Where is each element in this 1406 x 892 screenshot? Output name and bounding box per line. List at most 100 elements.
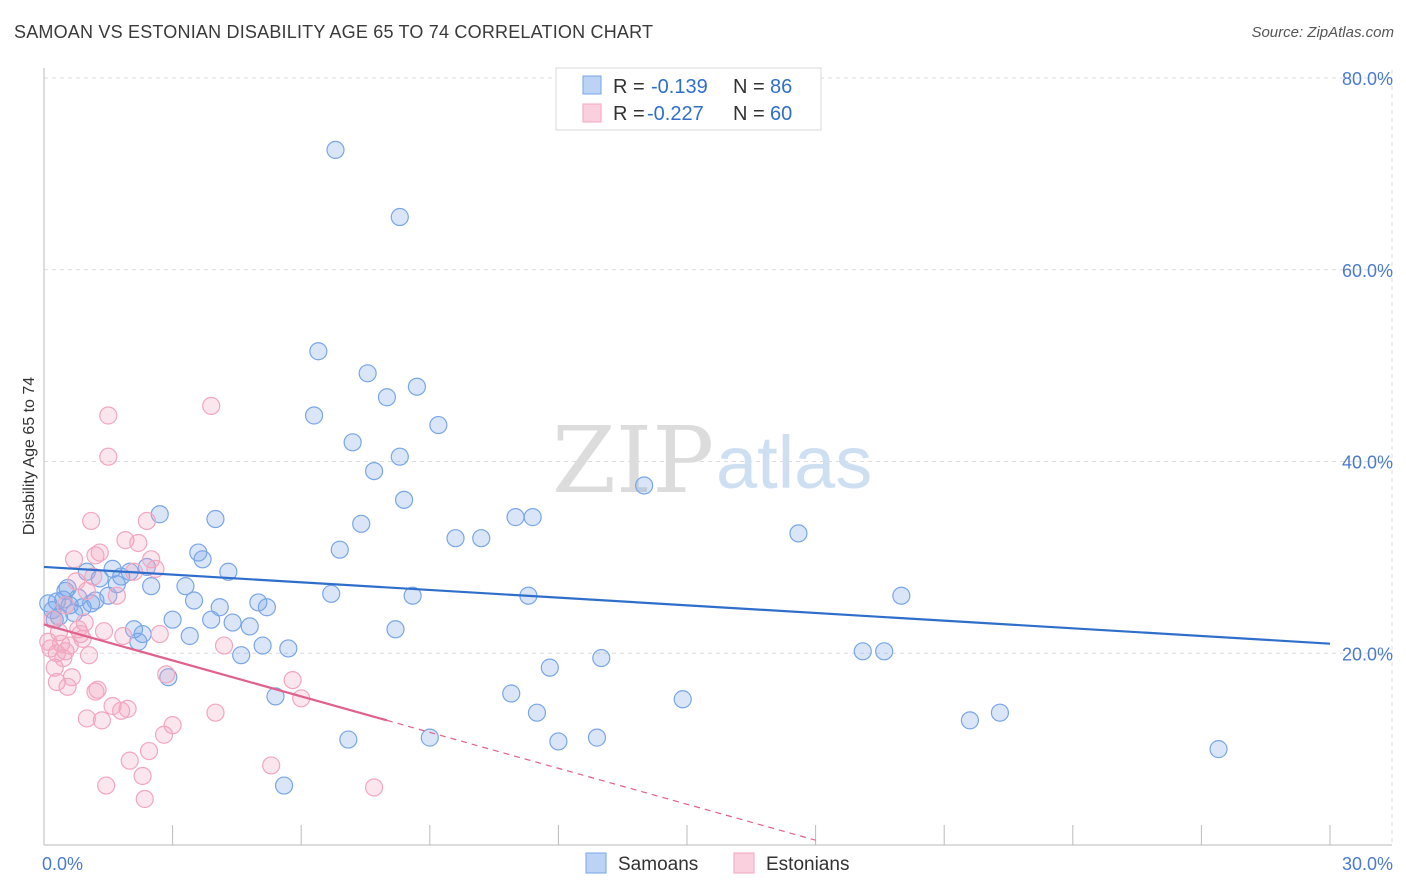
samoan-point-50 — [352, 514, 371, 533]
samoan-point-72 — [635, 476, 654, 495]
estonian-point-55 — [77, 581, 96, 601]
samoan-point-48 — [339, 730, 358, 749]
axes — [43, 68, 1392, 846]
legend-r-value-1: -0.139 — [651, 76, 708, 98]
samoan-point-30 — [193, 550, 212, 569]
y-tick-label-2: 60.0% — [1342, 261, 1393, 281]
estonian-point-18 — [77, 709, 96, 728]
estonian-point-42 — [139, 741, 159, 761]
samoan-point-80 — [1209, 740, 1228, 759]
estonian-point-24 — [90, 543, 109, 562]
estonian-point-56 — [56, 596, 75, 615]
samoan-point-56 — [394, 490, 414, 509]
legend-n-value-1: 86 — [770, 76, 792, 98]
samoan-point-35 — [223, 613, 242, 632]
samoan-point-64 — [506, 508, 525, 527]
samoan-point-57 — [403, 586, 422, 605]
estonian-point-48 — [202, 396, 221, 415]
samoan-point-54 — [386, 620, 405, 639]
samoan-point-60 — [429, 415, 448, 435]
samoan-point-20 — [133, 624, 152, 644]
watermark: ZIP atlas — [552, 407, 872, 514]
samoan-point-69 — [549, 732, 568, 751]
estonian-point-57 — [86, 682, 105, 701]
estonian-point-31 — [107, 586, 126, 605]
samoan-point-79 — [990, 703, 1010, 722]
samoan-point-37 — [240, 617, 259, 636]
legend-bottom-samoans: Samoans — [618, 854, 698, 875]
x-tick-label-0: 0.0% — [42, 854, 83, 874]
estonian-point-30 — [103, 696, 122, 716]
samoan-trend-line — [43, 565, 1331, 645]
legend-bottom-swatch-samoans — [585, 852, 607, 874]
y-tick-label-0: 20.0% — [1342, 644, 1393, 664]
estonian-point-43 — [142, 550, 161, 569]
legend-bottom-estonians: Estonians — [766, 854, 849, 875]
samoan-point-36 — [232, 646, 251, 665]
estonian-point-29 — [99, 406, 118, 425]
estonian-point-33 — [114, 626, 133, 646]
samoan-point-26 — [176, 577, 195, 596]
samoan-point-42 — [274, 776, 294, 795]
grid — [44, 70, 1393, 845]
samoan-point-67 — [527, 703, 547, 722]
samoan-point-53 — [377, 388, 397, 407]
estonian-point-46 — [157, 665, 176, 684]
samoan-point-40 — [257, 598, 277, 617]
estonian-point-25 — [92, 711, 111, 730]
samoan-point-74 — [789, 524, 808, 543]
legend-bottom: Samoans Estonians — [585, 852, 849, 875]
samoan-point-46 — [322, 584, 341, 603]
estonian-point-38 — [129, 533, 148, 553]
samoan-point-27 — [180, 626, 199, 646]
estonian-point-26 — [94, 622, 114, 641]
legend-n-value-2: 60 — [770, 103, 792, 125]
samoan-point-24 — [159, 668, 178, 687]
legend-swatch-estonians — [582, 103, 602, 123]
legend-r-value-2: -0.227 — [647, 103, 704, 125]
legend-swatch-samoans — [582, 75, 602, 95]
samoan-point-31 — [202, 610, 221, 629]
estonian-point-32 — [112, 701, 131, 720]
samoan-point-22 — [142, 577, 161, 596]
y-tick-label-1: 40.0% — [1342, 453, 1393, 473]
samoan-point-75 — [853, 642, 872, 661]
y-axis-title: Disability Age 65 to 74 — [21, 377, 38, 535]
estonian-point-17 — [75, 613, 94, 632]
legend-top: R = -0.139 N = 86 R = -0.227 N = 60 — [555, 67, 822, 131]
samoan-point-49 — [343, 433, 362, 452]
estonian-point-28 — [99, 447, 118, 466]
points — [39, 140, 1228, 809]
watermark-atlas: atlas — [716, 421, 872, 504]
estonian-point-9 — [58, 677, 77, 696]
samoan-point-34 — [219, 562, 238, 581]
samoan-point-71 — [592, 648, 611, 668]
samoan-point-44 — [304, 406, 324, 425]
estonian-point-52 — [283, 670, 302, 690]
samoan-point-61 — [446, 529, 465, 548]
estonian-point-47 — [163, 716, 182, 735]
samoan-point-25 — [163, 610, 182, 629]
estonian-point-40 — [135, 789, 154, 809]
estonian-point-51 — [262, 756, 281, 775]
estonian-point-59 — [47, 644, 66, 663]
samoan-point-82 — [390, 207, 409, 227]
samoan-point-63 — [502, 684, 521, 703]
estonian-point-36 — [120, 751, 139, 770]
estonian-trend-line — [43, 623, 388, 722]
samoan-point-33 — [210, 598, 229, 617]
watermark-zip: ZIP — [552, 407, 714, 514]
estonian-point-20 — [82, 511, 101, 531]
samoan-point-45 — [309, 342, 328, 361]
x-tick-labels: 0.0% 30.0% — [42, 854, 1393, 874]
y-tick-label-3: 80.0% — [1342, 69, 1393, 89]
samoan-point-78 — [960, 711, 980, 730]
estonian-trend-line-extension — [386, 719, 816, 841]
legend-r-label-2: R = — [613, 103, 645, 125]
samoan-point-77 — [892, 586, 911, 605]
chart-title: SAMOAN VS ESTONIAN DISABILITY AGE 65 TO … — [14, 22, 654, 42]
estonian-point-12 — [64, 550, 84, 569]
estonian-point-50 — [214, 636, 234, 655]
samoan-point-76 — [875, 642, 894, 661]
